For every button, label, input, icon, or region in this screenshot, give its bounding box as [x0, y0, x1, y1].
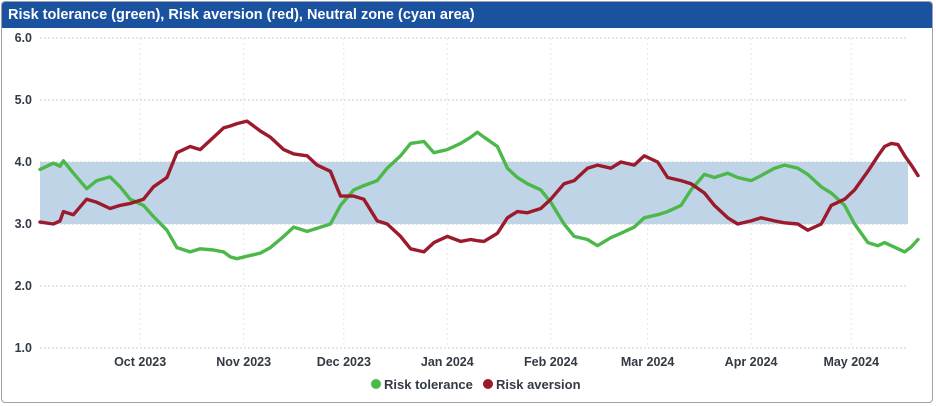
x-tick-label: Apr 2024	[725, 355, 778, 369]
y-tick-label: 5.0	[15, 93, 32, 107]
y-tick-label: 3.0	[15, 217, 32, 231]
series-line-risk-aversion	[38, 119, 920, 254]
x-tick-label: Mar 2024	[621, 355, 675, 369]
legend-marker	[483, 379, 493, 389]
x-tick-label: May 2024	[823, 355, 879, 369]
legend-marker	[371, 379, 381, 389]
y-tick-label: 1.0	[15, 341, 32, 355]
x-tick-label: Oct 2023	[114, 355, 166, 369]
legend-label: Risk aversion	[496, 377, 581, 392]
x-tick-label: Dec 2023	[317, 355, 371, 369]
x-tick-label: Feb 2024	[524, 355, 578, 369]
neutral-zone-band	[40, 162, 908, 224]
legend: Risk tolerance Risk aversion	[371, 377, 581, 392]
x-axis-ticks: Oct 2023 Nov 2023 Dec 2023 Jan 2024 Feb 2024…	[114, 355, 879, 369]
series-line-risk-tolerance	[38, 130, 920, 261]
y-axis-ticks: 1.0 2.0 3.0 4.0 5.0 6.0	[15, 31, 32, 355]
y-tick-label: 6.0	[15, 31, 32, 45]
chart-title: Risk tolerance (green), Risk aversion (r…	[2, 2, 932, 28]
y-tick-label: 4.0	[15, 155, 32, 169]
x-tick-label: Jan 2024	[421, 355, 474, 369]
x-tick-label: Nov 2023	[216, 355, 271, 369]
series-lines	[38, 119, 920, 261]
legend-label: Risk tolerance	[384, 377, 473, 392]
y-tick-label: 2.0	[15, 279, 32, 293]
